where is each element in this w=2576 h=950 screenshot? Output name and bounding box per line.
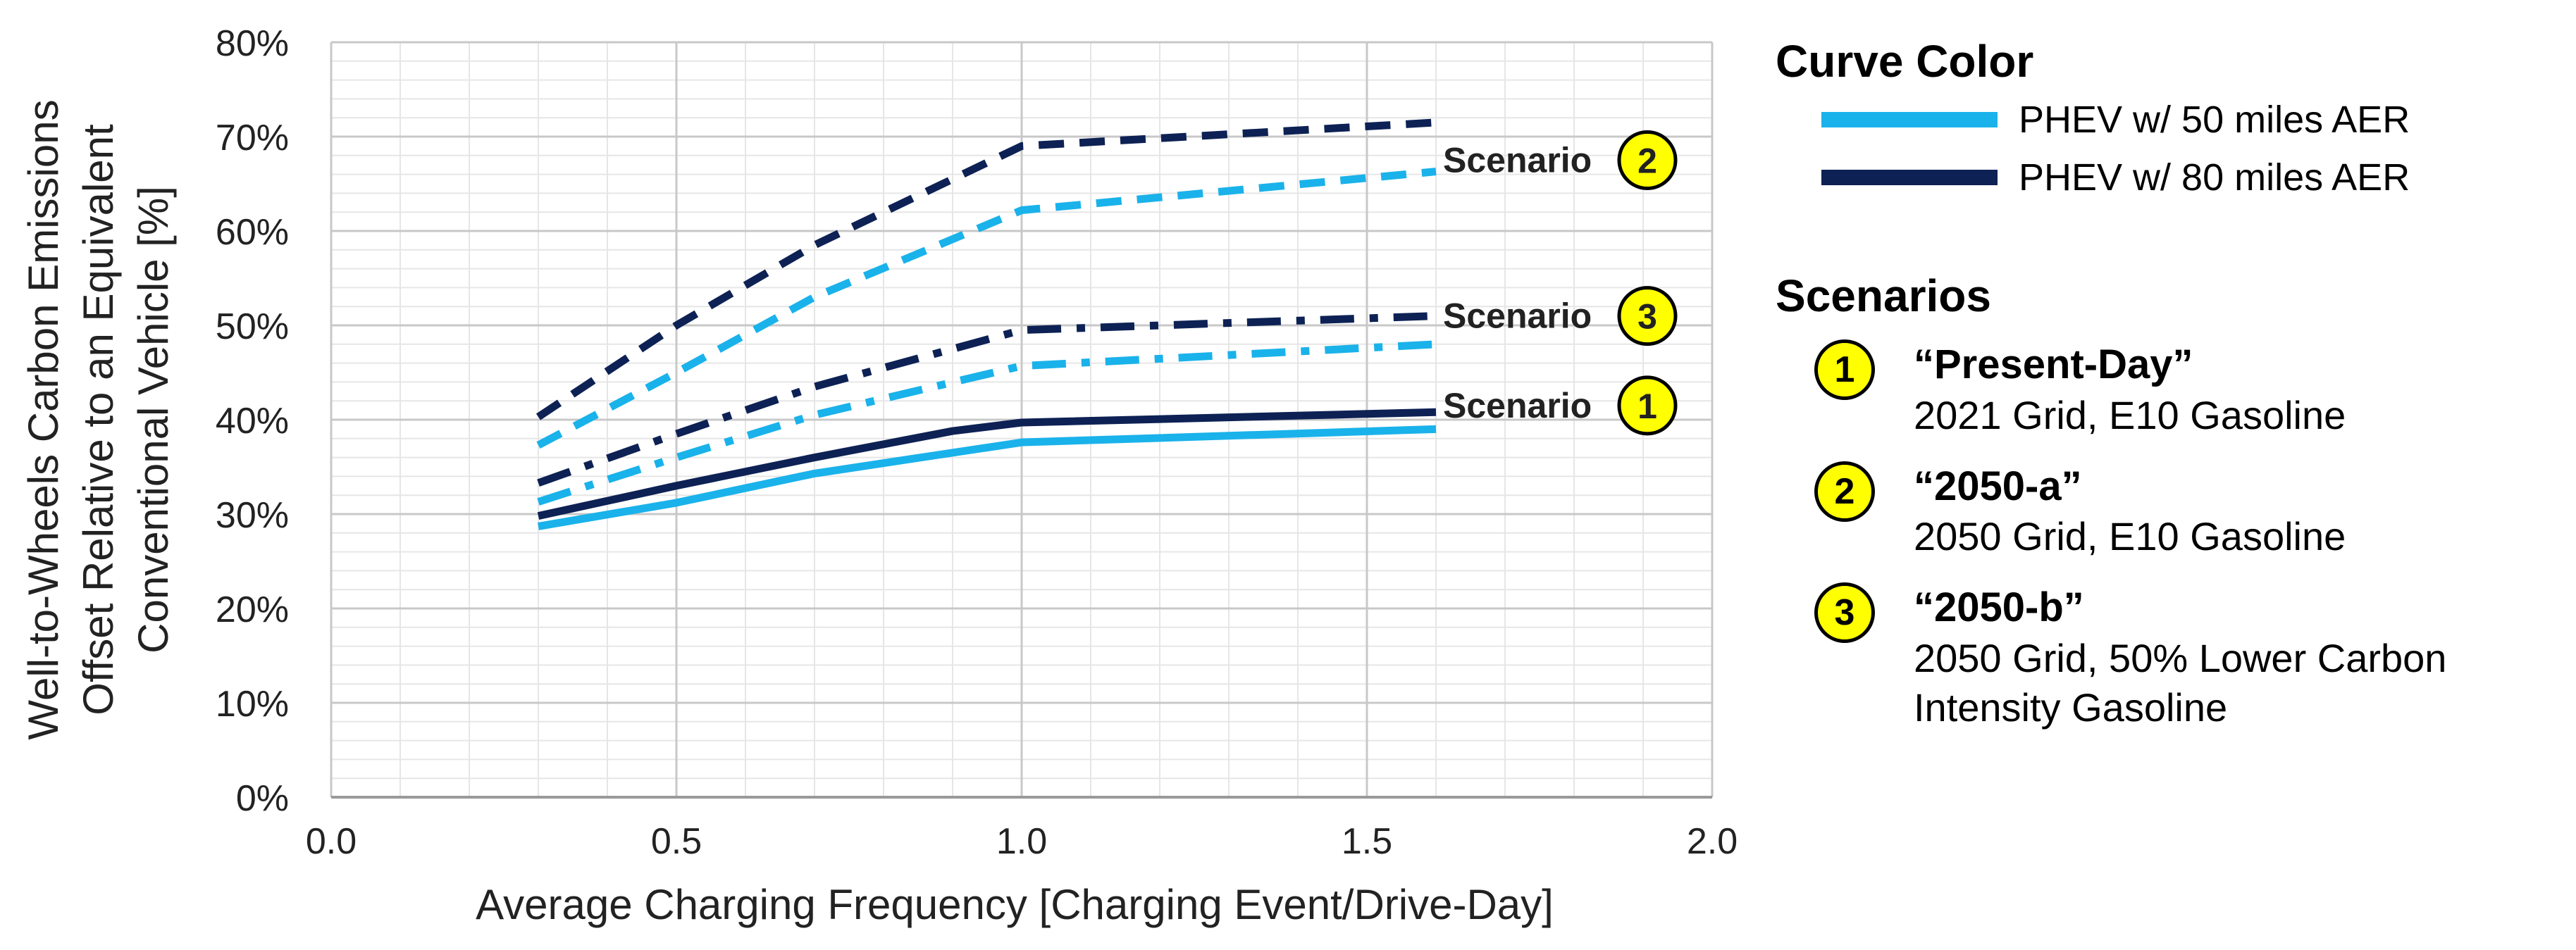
y-tick-label: 20% bbox=[216, 589, 289, 630]
x-tick-label: 0.5 bbox=[651, 821, 702, 862]
y-tick-label: 10% bbox=[216, 684, 289, 725]
scenario-annotations: Scenario 2 Scenario 3 Scenario 1 bbox=[1443, 130, 1678, 436]
series-line-scenario-1 bbox=[537, 408, 1437, 520]
y-axis-label: Well-to-Wheels Carbon Emissions Offset Re… bbox=[20, 99, 177, 739]
scenario-legend-item: 3 “2050-b” 2050 Grid, 50% Lower Carbon Inte… bbox=[1776, 582, 2565, 732]
curve-legend-item: PHEV w/ 80 miles AER bbox=[1776, 149, 2565, 206]
x-tick-labels: 0.0 0.5 1.0 1.5 2.0 bbox=[306, 821, 1738, 862]
scenario-number: 3 bbox=[1637, 297, 1657, 337]
scenario-title: “Present-Day” bbox=[1914, 342, 2193, 387]
curve-legend-label: PHEV w/ 80 miles AER bbox=[2019, 156, 2410, 199]
x-tick-label: 1.5 bbox=[1342, 821, 1392, 862]
scenario-annotation-label: Scenario bbox=[1443, 141, 1592, 180]
y-tick-label: 70% bbox=[216, 118, 289, 158]
y-tick-label: 80% bbox=[216, 23, 289, 64]
scenario-annotation-label: Scenario bbox=[1443, 296, 1592, 336]
scenario-number-badge: 3 bbox=[1814, 582, 1875, 643]
series-line-scenario-3 bbox=[537, 312, 1437, 487]
x-tick-label: 1.0 bbox=[996, 821, 1047, 862]
series-layer bbox=[535, 118, 1437, 530]
curve-legend-item: PHEV w/ 50 miles AER bbox=[1776, 91, 2565, 149]
scenario-text: “Present-Day” 2021 Grid, E10 Gasoline bbox=[1914, 339, 2346, 440]
scenario-number-circle bbox=[1617, 375, 1678, 436]
scenario-title: “2050-a” bbox=[1914, 463, 2082, 509]
curve-legend-label: PHEV w/ 50 miles AER bbox=[2019, 99, 2410, 141]
x-axis-label: Average Charging Frequency [Charging Eve… bbox=[476, 881, 1554, 928]
y-tick-label: 50% bbox=[216, 306, 289, 347]
y-axis-label-line: Offset Relative to an Equivalent bbox=[75, 124, 122, 715]
legend: Curve Color PHEV w/ 50 miles AER PHEV w/ … bbox=[1776, 39, 2565, 732]
series-line-scenario-1 bbox=[538, 425, 1437, 530]
x-tick-label: 2.0 bbox=[1687, 821, 1738, 862]
scenario-text: “2050-b” 2050 Grid, 50% Lower Carbon Inten… bbox=[1914, 582, 2446, 732]
curve-legend-swatch bbox=[1821, 112, 1998, 127]
scenario-number-circle bbox=[1617, 130, 1678, 190]
scenario-legend-items: 1 “Present-Day” 2021 Grid, E10 Gasoline 2 “2… bbox=[1776, 339, 2565, 732]
scenario-description: 2050 Grid, E10 Gasoline bbox=[1914, 514, 2346, 558]
curve-legend-swatch bbox=[1821, 170, 1998, 185]
scenario-number: 2 bbox=[1637, 142, 1657, 181]
y-tick-labels: 0% 10% 20% 30% 40% 50% 60% 70% 80% bbox=[216, 23, 289, 819]
y-tick-label: 30% bbox=[216, 495, 289, 536]
series-line-scenario-2 bbox=[536, 168, 1437, 449]
scenario-number-circle bbox=[1617, 286, 1678, 346]
scenario-annotation-label: Scenario bbox=[1443, 386, 1592, 425]
y-axis-label-line: Well-to-Wheels Carbon Emissions bbox=[20, 99, 67, 739]
curve-color-title: Curve Color bbox=[1776, 36, 2034, 87]
scenario-number: 1 bbox=[1637, 387, 1657, 426]
scenario-legend-item: 1 “Present-Day” 2021 Grid, E10 Gasoline bbox=[1776, 339, 2565, 440]
y-tick-label: 60% bbox=[216, 212, 289, 253]
y-axis-label-line: Conventional Vehicle [%] bbox=[130, 186, 177, 654]
scenarios-title: Scenarios bbox=[1776, 270, 1991, 321]
scenario-title: “2050-b” bbox=[1914, 585, 2084, 630]
scenario-legend-item: 2 “2050-a” 2050 Grid, E10 Gasoline bbox=[1776, 461, 2565, 562]
scenario-description: 2021 Grid, E10 Gasoline bbox=[1914, 392, 2346, 437]
curve-legend-items: PHEV w/ 50 miles AER PHEV w/ 80 miles AER bbox=[1776, 91, 2565, 206]
scenario-description: Intensity Gasoline bbox=[1914, 685, 2228, 730]
scenario-number-badge: 2 bbox=[1814, 461, 1875, 522]
chart: 0% 10% 20% 30% 40% 50% 60% 70% 80% 0.0 0.5 1.0 1.5 2… bbox=[20, 23, 1738, 928]
y-tick-label: 0% bbox=[236, 778, 289, 819]
scenario-number-badge: 1 bbox=[1814, 339, 1875, 400]
y-tick-label: 40% bbox=[216, 401, 289, 442]
scenario-text: “2050-a” 2050 Grid, E10 Gasoline bbox=[1914, 461, 2346, 562]
scenario-description: 2050 Grid, 50% Lower Carbon bbox=[1914, 635, 2447, 680]
x-tick-label: 0.0 bbox=[306, 821, 357, 862]
series-line-scenario-3 bbox=[537, 340, 1437, 506]
